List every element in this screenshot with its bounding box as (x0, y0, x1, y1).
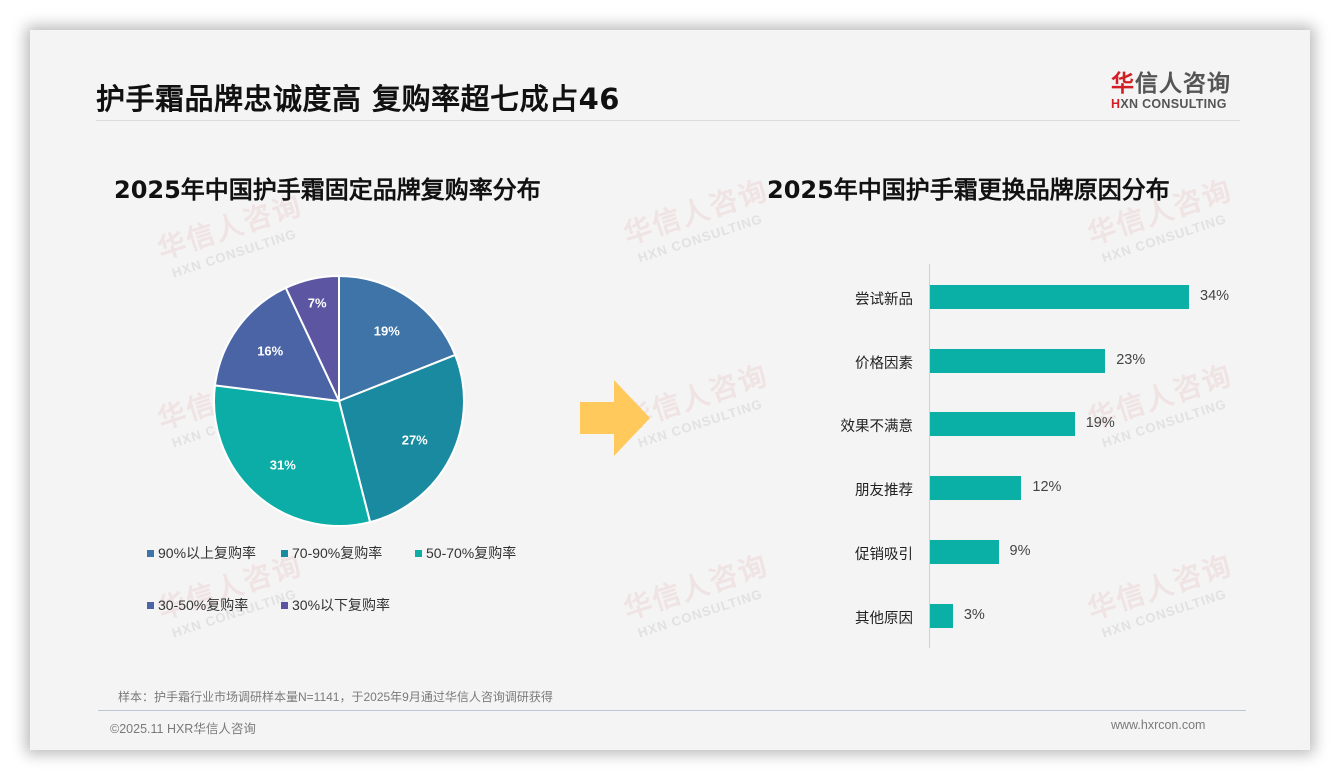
logo-cn-rest: 信人咨询 (1135, 71, 1231, 97)
bar-value-label: 34% (1200, 288, 1230, 304)
pie-slice-label: 7% (307, 295, 327, 311)
footer-divider (98, 710, 1246, 711)
legend-label: 90%以上复购率 (158, 545, 257, 561)
pie-slice (213, 286, 341, 403)
logo-cn-highlight: 华 (1111, 71, 1135, 97)
legend-label: 30%以下复购率 (292, 597, 391, 613)
bar-category-label: 尝试新品 (855, 292, 913, 308)
pie-slice (338, 274, 457, 403)
bar-value-label: 12% (1032, 479, 1062, 495)
pie-slice-label: 27% (401, 432, 428, 448)
pie-slice (337, 353, 465, 524)
legend-label: 50-70%复购率 (426, 545, 517, 561)
legend-swatch-icon (147, 601, 154, 609)
slide: 华信人咨询 HXN CONSULTING 华信人咨询 HXN CONSULTIN… (30, 30, 1310, 750)
bar (930, 349, 1106, 373)
bar (930, 412, 1075, 436)
legend-swatch-icon (415, 549, 422, 557)
bar-category-label: 其他原因 (855, 611, 913, 627)
legend-label: 30-50%复购率 (158, 597, 249, 613)
pie-slice (213, 384, 372, 527)
legend-swatch-icon (281, 549, 288, 557)
website-link[interactable]: www.hxrcon.com (1111, 718, 1206, 732)
legend-item: 70-90%复购率 (281, 543, 382, 563)
legend-item: 30-50%复购率 (147, 595, 248, 615)
legend-item: 50-70%复购率 (415, 543, 516, 563)
pie-slice-label: 19% (373, 323, 400, 339)
legend-item: 90%以上复购率 (147, 543, 256, 563)
bar-axis (929, 264, 930, 648)
pie-chart (213, 274, 465, 527)
title-divider (96, 120, 1240, 121)
pie-slice-label: 16% (257, 343, 284, 359)
bar-value-label: 9% (1009, 543, 1031, 559)
pie-slice (284, 274, 340, 402)
bar (930, 285, 1189, 309)
bar-value-label: 3% (963, 607, 985, 623)
left-chart-title: 2025年中国护手霜固定品牌复购率分布 (114, 176, 541, 204)
logo-en-highlight: H (1111, 97, 1121, 111)
bar-category-label: 促销吸引 (855, 547, 913, 563)
bar-value-label: 19% (1085, 415, 1115, 431)
logo-en: HXN CONSULTING (1111, 97, 1246, 111)
page-title: 护手霜品牌忠诚度高 复购率超七成占46 (96, 82, 620, 116)
right-chart-title: 2025年中国护手霜更换品牌原因分布 (767, 176, 1170, 204)
copyright: ©2025.11 HXR华信人咨询 (110, 722, 256, 736)
legend-swatch-icon (147, 549, 154, 557)
bar-category-label: 朋友推荐 (855, 483, 913, 499)
right-arrow-icon (580, 380, 650, 456)
legend-item: 30%以下复购率 (281, 595, 390, 615)
legend-label: 70-90%复购率 (292, 545, 383, 561)
bar-value-label: 23% (1116, 352, 1146, 368)
bar-category-label: 价格因素 (855, 356, 913, 372)
legend-swatch-icon (281, 601, 288, 609)
source-note: 样本：护手霜行业市场调研样本量N=1141，于2025年9月通过华信人咨询调研获… (118, 690, 553, 704)
bar-category-label: 效果不满意 (840, 419, 914, 435)
company-logo: 华信人咨询 HXN CONSULTING (1111, 64, 1246, 111)
bar (930, 604, 953, 628)
bar (930, 476, 1022, 500)
logo-cn: 华信人咨询 (1111, 64, 1246, 98)
logo-en-rest: XN CONSULTING (1120, 97, 1227, 111)
pie-slice-label: 31% (269, 457, 296, 473)
bar (930, 540, 999, 564)
